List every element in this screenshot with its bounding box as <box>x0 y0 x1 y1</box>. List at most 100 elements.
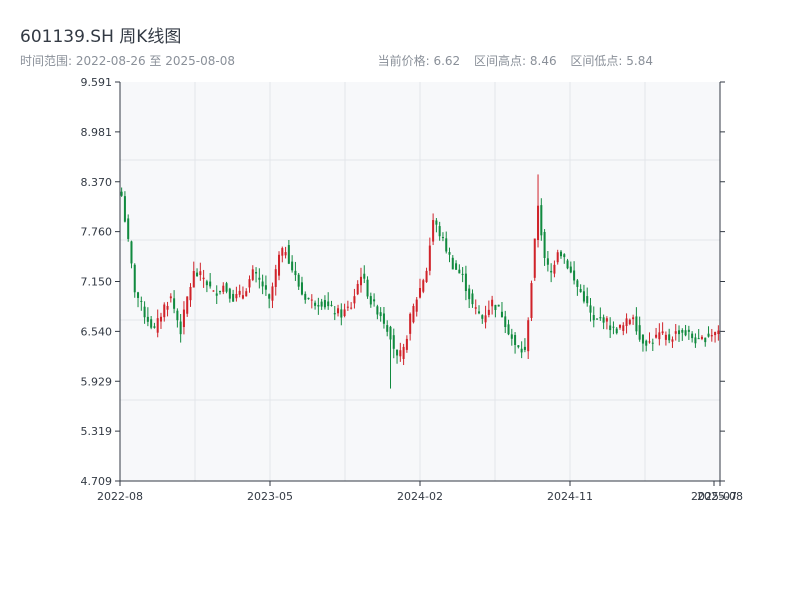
candle <box>405 335 408 353</box>
candle-body <box>337 308 340 314</box>
candle-body <box>674 331 677 334</box>
range-high-label: 区间高点: 8.46 <box>474 54 557 68</box>
candle-body <box>163 304 166 318</box>
candle-body <box>678 330 681 335</box>
candle-body <box>710 335 713 337</box>
candle-body <box>559 251 562 257</box>
candle-body <box>130 241 133 264</box>
candle-body <box>278 254 281 276</box>
candle-body <box>668 334 671 341</box>
candle <box>258 268 261 289</box>
candle-body <box>422 280 425 292</box>
candle-body <box>202 277 205 280</box>
candle <box>173 290 176 314</box>
candle <box>707 326 710 338</box>
candle-body <box>441 237 444 239</box>
candle <box>435 218 438 233</box>
candle <box>671 336 674 348</box>
candle <box>330 300 333 307</box>
candle-body <box>573 270 576 281</box>
candle <box>451 255 454 270</box>
candle <box>612 321 615 335</box>
candle-body <box>491 299 494 307</box>
candle <box>235 286 238 302</box>
candle <box>123 191 126 223</box>
candle-body <box>645 340 648 346</box>
candle <box>261 274 264 295</box>
candle <box>327 292 330 310</box>
candle-body <box>389 326 392 340</box>
candle <box>294 261 297 281</box>
candle-body <box>297 274 300 287</box>
candle <box>455 260 458 271</box>
candle <box>291 255 294 273</box>
candle-body <box>582 291 585 302</box>
candle <box>432 213 435 246</box>
candle-body <box>455 263 458 270</box>
candle-body <box>169 296 172 299</box>
candle-body <box>228 288 231 299</box>
candle-body <box>618 324 622 328</box>
candle-body <box>327 301 330 307</box>
candle <box>209 273 212 289</box>
candle <box>586 287 589 307</box>
candle-body <box>366 279 369 297</box>
candle-body <box>609 325 612 331</box>
candle-body <box>504 316 507 328</box>
candle <box>369 292 372 308</box>
candle <box>487 300 490 318</box>
candle <box>228 287 231 303</box>
candle-body <box>143 306 146 318</box>
candle <box>186 296 189 317</box>
candle <box>494 304 497 318</box>
candle <box>146 307 149 327</box>
candle <box>274 264 277 296</box>
candle-body <box>553 264 556 274</box>
candle <box>546 251 549 272</box>
candle-body <box>363 273 366 279</box>
candle <box>268 293 271 309</box>
candle <box>320 298 323 310</box>
candle <box>441 232 444 242</box>
candle <box>474 299 477 315</box>
candle <box>717 325 720 341</box>
x-tick-label: 2024-02 <box>397 490 443 503</box>
candle <box>153 322 156 329</box>
candle <box>284 246 287 259</box>
candle-body <box>589 305 592 313</box>
candle-body <box>166 305 169 310</box>
candle <box>248 275 251 293</box>
candle-body <box>458 269 461 274</box>
candle <box>409 312 412 341</box>
candle-body <box>356 283 359 295</box>
candle-body <box>468 288 471 300</box>
candle-body <box>343 309 346 317</box>
candle <box>202 269 205 288</box>
y-tick-label: 5.929 <box>81 375 113 388</box>
candle-body <box>602 317 605 323</box>
candle <box>527 317 530 359</box>
candle-body <box>209 281 212 287</box>
candle-body <box>333 313 336 315</box>
candle <box>428 237 431 276</box>
candle <box>569 261 572 274</box>
candle <box>481 314 484 324</box>
candle <box>543 229 546 266</box>
candle-body <box>294 270 297 276</box>
candle-body <box>330 304 333 306</box>
date-range-label: 时间范围: 2022-08-26 至 2025-08-08 <box>20 54 235 68</box>
candle <box>674 323 677 341</box>
candle-body <box>651 342 654 344</box>
candle-body <box>500 311 503 318</box>
candle <box>333 305 336 321</box>
candle <box>523 338 526 353</box>
candle-body <box>550 270 553 273</box>
candle <box>592 306 595 328</box>
candle <box>251 265 254 282</box>
candle-body <box>537 205 540 240</box>
candle-body <box>402 346 405 359</box>
candle-body <box>241 295 244 299</box>
candle-body <box>461 273 464 275</box>
x-tick-label: 2024-11 <box>547 490 593 503</box>
candle-body <box>323 300 326 308</box>
